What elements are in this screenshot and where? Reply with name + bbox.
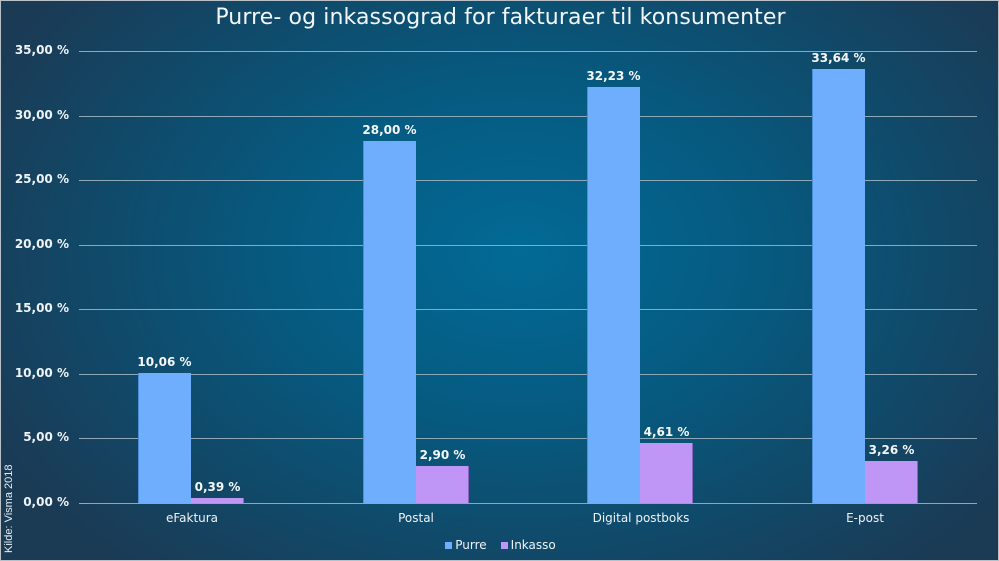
y-tick-label: 20,00 %: [14, 237, 69, 251]
legend-item-purre[interactable]: Purre: [445, 538, 487, 552]
x-category-label: E-post: [846, 511, 884, 525]
legend-label: Inkasso: [510, 538, 556, 552]
y-tick-label: 10,00 %: [14, 366, 69, 380]
x-category-label: eFaktura: [165, 511, 219, 525]
bar-purre: [138, 373, 191, 503]
legend-swatch-icon: [500, 541, 508, 549]
gridline: [79, 309, 977, 310]
data-label: 3,26 %: [868, 443, 915, 457]
data-label: 2,90 %: [419, 448, 466, 462]
bar-inkasso: [640, 443, 693, 503]
data-label: 28,00 %: [362, 123, 417, 137]
legend-swatch-icon: [445, 541, 453, 549]
legend-item-inkasso[interactable]: Inkasso: [500, 538, 556, 552]
bar-inkasso: [191, 498, 244, 503]
data-label: 4,61 %: [643, 425, 690, 439]
chart-title: Purre- og inkassograd for fakturaer til …: [215, 5, 786, 30]
y-tick-label: 30,00 %: [14, 108, 69, 122]
bar-purre: [587, 87, 640, 503]
bar-purre: [812, 69, 865, 503]
gridline: [79, 51, 977, 52]
data-label: 0,39 %: [194, 480, 241, 494]
data-label: 33,64 %: [811, 51, 866, 65]
data-label: 32,23 %: [586, 69, 641, 83]
x-category-label: Digital postboks: [592, 511, 690, 525]
bar-inkasso: [416, 466, 469, 503]
y-tick-label: 15,00 %: [14, 301, 69, 315]
gridline: [79, 116, 977, 117]
bar-purre: [363, 141, 416, 503]
gridline: [79, 438, 977, 439]
gridline: [79, 245, 977, 246]
gridline: [79, 374, 977, 375]
y-tick-label: 35,00 %: [14, 43, 69, 57]
gridline: [79, 180, 977, 181]
y-tick-label: 5,00 %: [23, 430, 69, 444]
legend-label: Purre: [455, 538, 487, 552]
data-label: 10,06 %: [137, 355, 192, 369]
y-tick-label: 25,00 %: [14, 172, 69, 186]
gridline: [79, 503, 977, 504]
y-tick-label: 0,00 %: [23, 495, 69, 509]
x-category-label: Postal: [398, 511, 434, 525]
bar-inkasso: [865, 461, 918, 503]
chart-legend: Purre Inkasso: [1, 538, 998, 552]
